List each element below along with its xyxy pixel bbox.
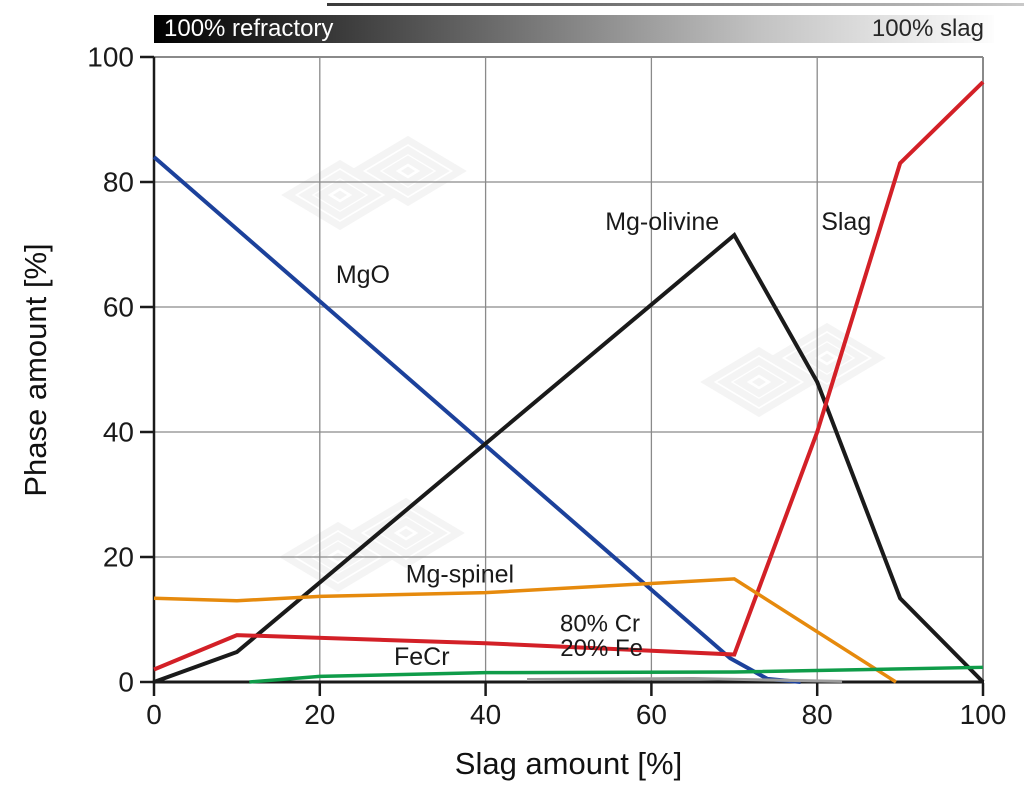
series-label-FeCr: FeCr [394,643,450,671]
x-tick-label: 60 [636,699,667,730]
gradient-left-label: 100% refractory [164,15,334,42]
y-tick-label: 20 [103,542,134,573]
mixture-gradient-bar: 100% refractory 100% slag [154,15,994,43]
series-label-Mg-spinel: Mg-spinel [406,561,514,589]
watermark-nested-diamonds-logo [700,322,886,418]
y-axis-title: Phase amount [%] [18,243,53,497]
annotation-1: 20% Fe [560,635,643,662]
x-tick-label: 80 [802,699,833,730]
y-tick-label: 60 [103,292,134,323]
series-label-Slag: Slag [821,208,871,236]
series-label-MgO: MgO [336,261,390,289]
y-tick-label: 80 [103,167,134,198]
series-label-Mg-olivine: Mg-olivine [605,208,719,236]
y-tick-label: 0 [118,667,134,698]
x-tick-label: 20 [304,699,335,730]
x-tick-label: 0 [146,699,162,730]
x-tick-label: 40 [470,699,501,730]
annotation-0: 80% Cr [560,610,640,637]
series-line-Mg-spinel [153,577,897,684]
x-tick-label: 100 [960,699,1007,730]
series-line-Slag [153,80,985,672]
watermark-nested-diamonds-logo [281,135,467,231]
gradient-right-label: 100% slag [871,15,984,42]
y-tick-label: 100 [87,42,134,73]
x-axis-title: Slag amount [%] [454,746,683,781]
series-line-metal-composition [527,677,843,683]
top-edge-line [327,3,1024,6]
series-line-FeCr [249,665,984,684]
series-line-Mg-olivine [153,232,985,684]
y-tick-label: 40 [103,417,134,448]
